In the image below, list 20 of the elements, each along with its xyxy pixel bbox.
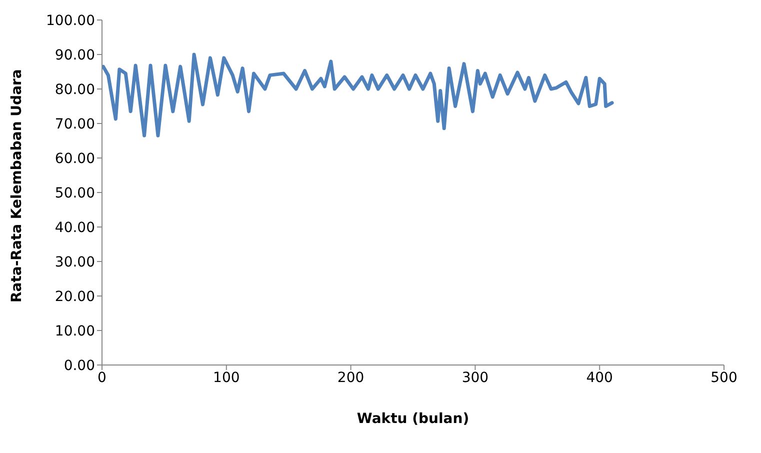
- y-tick-label: 60.00: [54, 150, 95, 167]
- y-tick-label: 100.00: [46, 12, 95, 29]
- x-tick-label: 0: [98, 370, 106, 386]
- y-tick-label: 30.00: [54, 254, 95, 270]
- y-tick-label: 50.00: [54, 185, 95, 202]
- x-axis-title: Waktu (bulan): [356, 411, 470, 427]
- x-tick-label: 400: [586, 370, 613, 386]
- y-tick-label: 80.00: [54, 82, 95, 98]
- y-axis-title: Rata-Rata Kelembaban Udara: [8, 69, 25, 302]
- x-tick-label: 100: [213, 370, 240, 386]
- y-tick-label: 20.00: [54, 288, 95, 305]
- x-tick-label: 500: [710, 370, 738, 386]
- y-tick-label: 10.00: [54, 323, 95, 340]
- x-tick-label: 300: [462, 370, 489, 386]
- y-tick-label: 40.00: [54, 220, 95, 236]
- x-tick-label: 200: [337, 370, 364, 386]
- y-tick-label: 90.00: [54, 47, 95, 64]
- y-tick-label: 70.00: [54, 116, 95, 132]
- y-tick-label: 0.00: [64, 358, 95, 374]
- line-series: [102, 52, 614, 138]
